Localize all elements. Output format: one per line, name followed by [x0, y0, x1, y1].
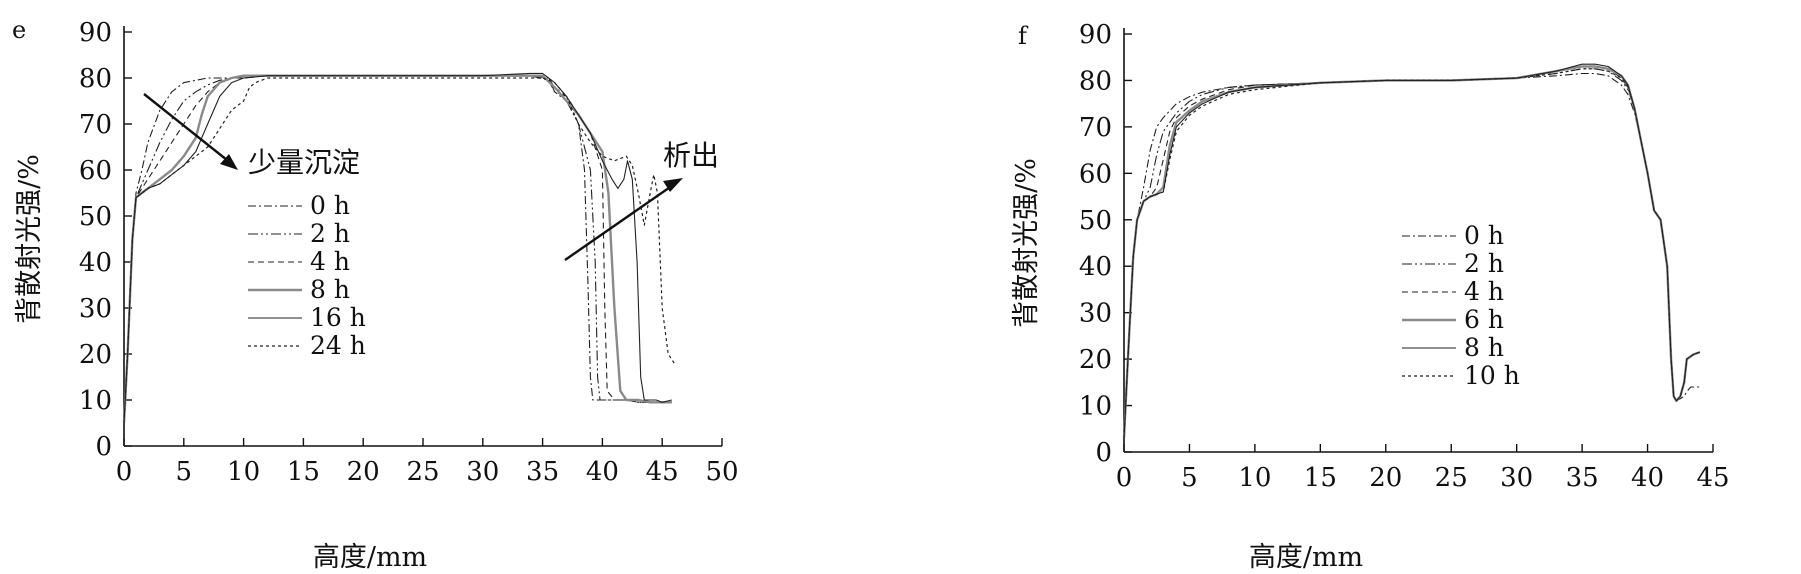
panel-label-e: e — [12, 16, 26, 44]
x-tick-label-e: 10 — [227, 457, 260, 487]
legend-label-f: 6 h — [1464, 305, 1504, 334]
x-tick-label-f: 10 — [1238, 463, 1271, 493]
arrow-head-precipitate — [220, 154, 238, 170]
y-tick-label-e: 0 — [95, 432, 112, 462]
x-tick-label-f: 35 — [1566, 463, 1599, 493]
x-tick-label-f: 5 — [1181, 463, 1198, 493]
legend-label-e: 24 h — [310, 331, 366, 360]
y-tick-label-e: 50 — [79, 202, 112, 232]
legend-e: 0 h2 h4 h8 h16 h24 h — [248, 191, 366, 360]
legend-label-f: 4 h — [1464, 277, 1504, 306]
x-tick-label-e: 50 — [705, 457, 738, 487]
legend-label-f: 10 h — [1464, 361, 1520, 390]
y-tick-label-e: 30 — [79, 294, 112, 324]
y-axis-label-e: 背散射光强/% — [14, 154, 45, 324]
x-tick-label-f: 20 — [1369, 463, 1402, 493]
x-tick-label-e: 25 — [406, 457, 439, 487]
panel-f: f 背散射光强/% 高度/mm 0 10 20 30 40 50 60 70 80 90 0 5 10 1… — [1011, 20, 1730, 573]
legend-label-e: 8 h — [310, 275, 350, 304]
y-tick-label-f: 10 — [1079, 392, 1112, 422]
y-tick-label-e: 10 — [79, 386, 112, 416]
y-tick-label-e: 90 — [79, 18, 112, 48]
x-tick-label-f: 40 — [1631, 463, 1664, 493]
series-line-f-0h — [1123, 72, 1700, 439]
x-tick-label-f: 30 — [1500, 463, 1533, 493]
arrow-line-separation — [564, 182, 677, 261]
x-tick-label-f: 45 — [1696, 463, 1729, 493]
y-tick-label-f: 20 — [1079, 345, 1112, 375]
series-line-e-16h — [123, 72, 672, 424]
annotations-e: 少量沉淀 析出 — [143, 93, 719, 261]
y-tick-label-e: 20 — [79, 340, 112, 370]
x-axis-label-f: 高度/mm — [1249, 542, 1363, 573]
y-tick-label-f: 90 — [1079, 20, 1112, 50]
x-tick-label-e: 20 — [347, 457, 380, 487]
y-tick-label-f: 70 — [1079, 113, 1112, 143]
x-tick-label-f: 0 — [1116, 463, 1133, 493]
y-tick-label-f: 0 — [1095, 438, 1112, 468]
y-tick-label-e: 80 — [79, 64, 112, 94]
x-tick-label-f: 15 — [1304, 463, 1337, 493]
y-axis-label-f: 背散射光强/% — [1011, 158, 1042, 328]
y-tick-label-e: 40 — [79, 248, 112, 278]
series-line-e-24h — [123, 77, 675, 424]
y-tick-label-f: 80 — [1079, 66, 1112, 96]
legend-label-e: 4 h — [310, 247, 350, 276]
legend-label-e: 0 h — [310, 191, 350, 220]
annotation-precipitate: 少量沉淀 — [248, 146, 360, 179]
x-tick-label-f: 25 — [1435, 463, 1468, 493]
y-tick-label-e: 60 — [79, 156, 112, 186]
series-line-f-6h — [1122, 65, 1701, 439]
legend-label-f: 0 h — [1464, 221, 1504, 250]
panel-label-f: f — [1018, 22, 1029, 50]
series-line-f-2h — [1123, 68, 1701, 439]
arrow-head-separation — [663, 178, 683, 192]
x-tick-label-e: 15 — [287, 457, 320, 487]
x-tick-label-e: 45 — [646, 457, 679, 487]
legend-label-f: 8 h — [1464, 333, 1504, 362]
y-tick-label-e: 70 — [79, 110, 112, 140]
panel-e: e 背散射光强/% 高度/mm 0 10 20 30 40 50 60 70 80 90 0 5 10 1… — [12, 16, 739, 573]
x-tick-label-e: 40 — [586, 457, 619, 487]
annotation-separation: 析出 — [663, 139, 719, 172]
y-tick-label-f: 30 — [1079, 299, 1112, 329]
x-tick-label-e: 5 — [176, 457, 193, 487]
x-tick-label-e: 35 — [526, 457, 559, 487]
y-tick-label-f: 60 — [1079, 159, 1112, 189]
y-tick-label-f: 40 — [1079, 252, 1112, 282]
legend-label-e: 2 h — [310, 219, 350, 248]
legend-label-f: 2 h — [1464, 249, 1504, 278]
legend-label-e: 16 h — [310, 303, 366, 332]
y-tick-label-f: 50 — [1079, 206, 1112, 236]
arrow-line-precipitate — [143, 93, 233, 165]
x-tick-label-e: 0 — [116, 457, 133, 487]
legend-f: 0 h2 h4 h6 h8 h10 h — [1402, 221, 1520, 390]
x-axis-label-e: 高度/mm — [313, 542, 427, 573]
x-tick-label-e: 30 — [466, 457, 499, 487]
series-line-f-8h — [1123, 63, 1701, 439]
series-line-f-4h — [1123, 65, 1701, 439]
series-line-f-10h — [1123, 68, 1701, 439]
